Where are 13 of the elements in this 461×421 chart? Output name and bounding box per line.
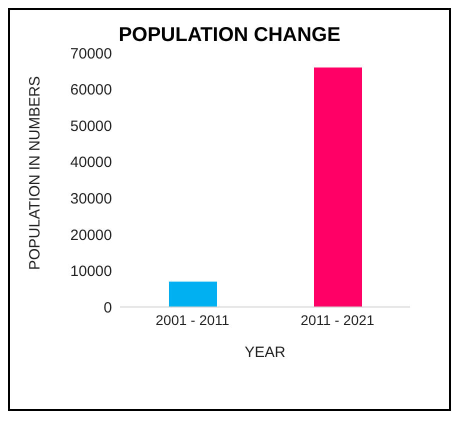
chart-title: POPULATION CHANGE [118,24,342,47]
y-tick-label: 60000 [70,82,112,99]
y-tick-label: 40000 [70,154,112,172]
y-tick-label: 0 [104,299,112,316]
y-tick-label: 20000 [70,226,112,244]
y-tick-label: 70000 [70,45,112,62]
x-axis-title: YEAR [244,344,286,361]
y-tick-label: 10000 [70,263,112,280]
x-tick-label: 2001 - 2011 [156,312,230,328]
y-tick-label: 50000 [70,118,112,135]
y-axis-title: POPULATION IN NUMBERS [26,76,44,270]
x-tick-label: 2011 - 2021 [300,312,375,328]
y-tick-label: 30000 [70,190,112,208]
